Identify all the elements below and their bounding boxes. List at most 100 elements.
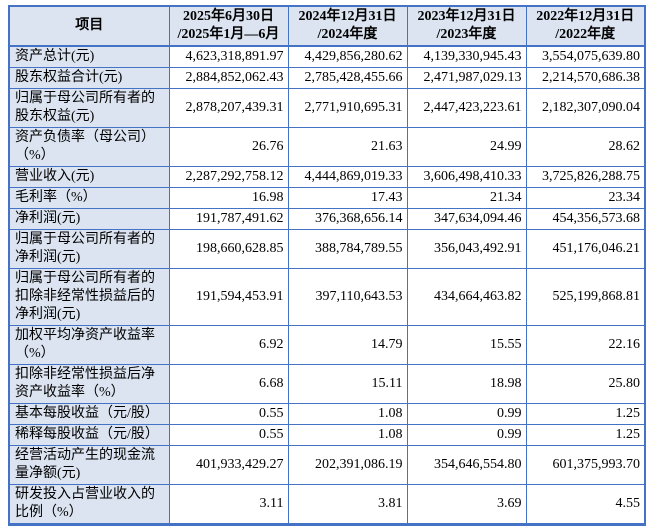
row-label: 基本每股收益（元/股） <box>8 403 170 425</box>
cell-value: 525,199,868.81 <box>525 268 646 326</box>
row-label: 净利润(元) <box>8 208 170 230</box>
cell-value: 202,391,086.19 <box>287 445 408 485</box>
header-period-cell: 2022年12月31日 /2022年度 <box>525 5 646 47</box>
cell-value: 434,664,463.82 <box>406 268 527 326</box>
cell-value: 3.81 <box>287 484 408 525</box>
table-body: 资产总计(元) 4,623,318,891.97 4,429,856,280.62 4… <box>8 45 646 525</box>
cell-value: 2,771,910,695.31 <box>287 88 408 128</box>
cell-value: 2,884,852,062.43 <box>168 67 289 89</box>
cell-value: 6.68 <box>168 364 289 404</box>
period-range: /2025年1月—6月 <box>177 27 280 42</box>
table-row: 研发投入占营业收入的比例（%） 3.11 3.81 3.69 4.55 <box>8 484 646 525</box>
cell-value: 1.08 <box>287 403 408 425</box>
cell-value: 4,139,330,945.43 <box>406 45 527 68</box>
table-row: 净利润(元) 191,787,491.62 376,368,656.14 347,63… <box>8 208 646 230</box>
row-label: 归属于母公司所有者的净利润(元) <box>8 229 170 269</box>
cell-value: 3,606,498,410.33 <box>406 166 527 188</box>
table-row: 归属于母公司所有者的股东权益(元) 2,878,207,439.31 2,771,9… <box>8 88 646 128</box>
cell-value: 4,444,869,019.33 <box>287 166 408 188</box>
row-label: 归属于母公司所有者的股东权益(元) <box>8 88 170 128</box>
cell-value: 21.63 <box>287 127 408 167</box>
cell-value: 451,176,046.21 <box>525 229 646 269</box>
cell-value: 401,933,429.27 <box>168 445 289 485</box>
cell-value: 2,471,987,029.13 <box>406 67 527 89</box>
cell-value: 347,634,094.46 <box>406 208 527 230</box>
cell-value: 6.92 <box>168 325 289 365</box>
table-row: 加权平均净资产收益率（%） 6.92 14.79 15.55 22.16 <box>8 325 646 365</box>
cell-value: 4.55 <box>525 484 646 525</box>
cell-value: 4,623,318,891.97 <box>168 45 289 68</box>
cell-value: 601,375,993.70 <box>525 445 646 485</box>
row-label: 扣除非经常性损益后净资产收益率（%） <box>8 364 170 404</box>
period-range: /2024年度 <box>317 27 378 42</box>
header-period-cell: 2024年12月31日 /2024年度 <box>287 5 408 47</box>
cell-value: 1.25 <box>525 424 646 446</box>
period-date: 2025年6月30日 <box>183 9 274 24</box>
cell-value: 21.34 <box>406 187 527 209</box>
header-period-cell: 2023年12月31日 /2023年度 <box>406 5 527 47</box>
cell-value: 3.69 <box>406 484 527 525</box>
cell-value: 0.55 <box>168 424 289 446</box>
cell-value: 354,646,554.80 <box>406 445 527 485</box>
header-item-cell: 项目 <box>8 5 170 47</box>
cell-value: 28.62 <box>525 127 646 167</box>
financial-summary-section: 项目 2025年6月30日 /2025年1月—6月 2024年12月31日 /2… <box>8 5 646 526</box>
row-label: 毛利率（%） <box>8 187 170 209</box>
cell-value: 3.11 <box>168 484 289 525</box>
period-date: 2022年12月31日 <box>536 9 635 24</box>
cell-value: 17.43 <box>287 187 408 209</box>
table-row: 营业收入(元) 2,287,292,758.12 4,444,869,019.33 3… <box>8 166 646 188</box>
cell-value: 0.99 <box>406 403 527 425</box>
cell-value: 3,554,075,639.80 <box>525 45 646 68</box>
cell-value: 2,214,570,686.38 <box>525 67 646 89</box>
cell-value: 376,368,656.14 <box>287 208 408 230</box>
table-row: 基本每股收益（元/股） 0.55 1.08 0.99 1.25 <box>8 403 646 425</box>
cell-value: 2,878,207,439.31 <box>168 88 289 128</box>
cell-value: 191,787,491.62 <box>168 208 289 230</box>
period-range: /2023年度 <box>436 27 497 42</box>
cell-value: 397,110,643.53 <box>287 268 408 326</box>
cell-value: 18.98 <box>406 364 527 404</box>
cell-value: 2,447,423,223.61 <box>406 88 527 128</box>
cell-value: 26.76 <box>168 127 289 167</box>
cell-value: 388,784,789.55 <box>287 229 408 269</box>
cell-value: 1.08 <box>287 424 408 446</box>
table-row: 毛利率（%） 16.98 17.43 21.34 23.34 <box>8 187 646 209</box>
row-label: 研发投入占营业收入的比例（%） <box>8 484 170 525</box>
cell-value: 198,660,628.85 <box>168 229 289 269</box>
row-label: 股东权益合计(元) <box>8 67 170 89</box>
table-row: 股东权益合计(元) 2,884,852,062.43 2,785,428,455.6… <box>8 67 646 89</box>
cell-value: 1.25 <box>525 403 646 425</box>
cell-value: 356,043,492.91 <box>406 229 527 269</box>
table-row: 归属于母公司所有者的净利润(元) 198,660,628.85 388,784,78… <box>8 229 646 269</box>
row-label: 经营活动产生的现金流量净额(元) <box>8 445 170 485</box>
row-label: 加权平均净资产收益率（%） <box>8 325 170 365</box>
period-date: 2024年12月31日 <box>298 9 397 24</box>
row-label: 资产总计(元) <box>8 45 170 68</box>
cell-value: 14.79 <box>287 325 408 365</box>
table-row: 稀释每股收益（元/股） 0.55 1.08 0.99 1.25 <box>8 424 646 446</box>
cell-value: 23.34 <box>525 187 646 209</box>
header-row: 项目 2025年6月30日 /2025年1月—6月 2024年12月31日 /2… <box>8 5 646 47</box>
table-row: 归属于母公司所有者的扣除非经常性损益后的净利润(元) 191,594,453.91… <box>8 268 646 326</box>
table-row: 扣除非经常性损益后净资产收益率（%） 6.68 15.11 18.98 25.80 <box>8 364 646 404</box>
period-date: 2023年12月31日 <box>417 9 516 24</box>
cell-value: 25.80 <box>525 364 646 404</box>
cell-value: 191,594,453.91 <box>168 268 289 326</box>
cell-value: 2,182,307,090.04 <box>525 88 646 128</box>
cell-value: 24.99 <box>406 127 527 167</box>
cell-value: 0.55 <box>168 403 289 425</box>
cell-value: 15.11 <box>287 364 408 404</box>
cell-value: 3,725,826,288.75 <box>525 166 646 188</box>
financial-summary-table: 项目 2025年6月30日 /2025年1月—6月 2024年12月31日 /2… <box>8 5 646 526</box>
row-label: 稀释每股收益（元/股） <box>8 424 170 446</box>
cell-value: 4,429,856,280.62 <box>287 45 408 68</box>
table-row: 经营活动产生的现金流量净额(元) 401,933,429.27 202,391,08… <box>8 445 646 485</box>
cell-value: 0.99 <box>406 424 527 446</box>
row-label: 归属于母公司所有者的扣除非经常性损益后的净利润(元) <box>8 268 170 326</box>
cell-value: 16.98 <box>168 187 289 209</box>
table-header: 项目 2025年6月30日 /2025年1月—6月 2024年12月31日 /2… <box>8 5 646 47</box>
cell-value: 2,785,428,455.66 <box>287 67 408 89</box>
row-label: 资产负债率（母公司）（%） <box>8 127 170 167</box>
table-row: 资产总计(元) 4,623,318,891.97 4,429,856,280.62 4… <box>8 45 646 68</box>
